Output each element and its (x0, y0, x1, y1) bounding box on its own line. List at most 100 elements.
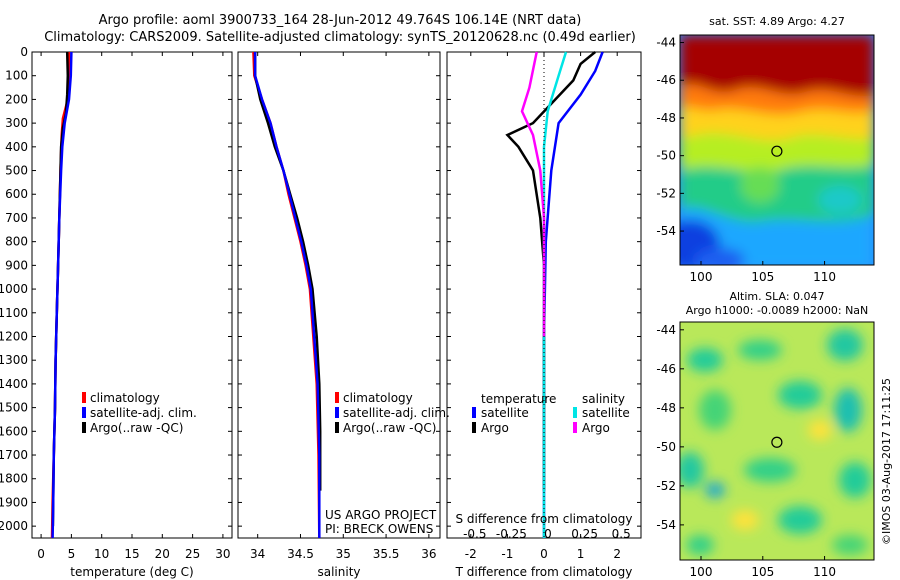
legend-label: satellite-adj. clim. (90, 406, 197, 420)
y-tick-label: 1500 (0, 401, 28, 415)
map-x-tick-label: 110 (813, 565, 836, 579)
profile-panel-frame-1 (31, 51, 233, 539)
map-y-tick-label: -54 (656, 518, 676, 532)
y-tick-label: 1600 (0, 424, 28, 438)
legend-label: Argo(..raw -QC) (90, 421, 183, 435)
sla-map-subtitle: Argo h1000: -0.0089 h2000: NaN (686, 304, 869, 317)
map-y-tick-label: -46 (656, 73, 676, 87)
legend-swatch (82, 407, 86, 418)
project-annotation: PI: BRECK OWENS (325, 522, 433, 536)
x-tick-label: 35 (336, 547, 351, 561)
map-y-tick-label: -48 (656, 111, 676, 125)
x-tick-label: 25 (185, 547, 200, 561)
x-tick-label: 15 (124, 547, 139, 561)
y-tick-label: 1000 (0, 282, 28, 296)
map-y-tick-label: -48 (656, 401, 676, 415)
x-tick-label: 5 (68, 547, 76, 561)
sla-map-title: Altim. SLA: 0.047 (729, 290, 824, 303)
legend-swatch (82, 422, 86, 433)
legend-label: satellite-adj. clim. (343, 406, 450, 420)
map-x-tick-label: 100 (690, 270, 713, 284)
x-tick-label: 1 (577, 547, 585, 561)
x-tick-label: 34.5 (287, 547, 314, 561)
map-y-tick-label: -46 (656, 362, 676, 376)
series-line-argo-raw-qc- (253, 52, 322, 491)
y-tick-label: 1800 (0, 472, 28, 486)
x-tick-label: 35.5 (373, 547, 400, 561)
y-tick-label: 1300 (0, 353, 28, 367)
plot-title-line2: Climatology: CARS2009. Satellite-adjuste… (44, 30, 636, 45)
map-x-tick-label: 100 (690, 565, 713, 579)
x-tick-label: 36 (421, 547, 436, 561)
legend-swatch (335, 407, 339, 418)
x-axis-label: T difference from climatology (455, 565, 633, 579)
y-tick-label: 2000 (0, 519, 28, 533)
legend-swatch (573, 422, 577, 433)
sst-map-frame (679, 34, 875, 266)
x-axis-label: temperature (deg C) (70, 565, 193, 579)
legend-swatch (335, 392, 339, 403)
legend-title-salinity: salinity (582, 392, 625, 406)
plot-title-line1: Argo profile: aoml 3900733_164 28-Jun-20… (98, 13, 582, 28)
sla-map (680, 322, 874, 560)
series-line-satellite-adj-clim- (51, 51, 73, 539)
legend-swatch (573, 407, 577, 418)
s-diff-tick-label: 0.25 (571, 527, 598, 541)
y-tick-label: 700 (5, 211, 28, 225)
legend-label: satellite (481, 406, 529, 420)
y-tick-label: 1400 (0, 377, 28, 391)
y-tick-label: 900 (5, 258, 28, 272)
legend-label: Argo(..raw -QC) (343, 421, 436, 435)
s-diff-tick-label: -0.25 (496, 527, 527, 541)
x-tick-label: -1 (501, 547, 513, 561)
legend-swatch (82, 392, 86, 403)
x-axis-label: salinity (317, 565, 360, 579)
argo-float-location-marker (771, 145, 783, 157)
map-y-tick-label: -52 (656, 479, 676, 493)
y-tick-label: 1100 (0, 306, 28, 320)
y-tick-label: 400 (5, 140, 28, 154)
map-x-tick-label: 110 (813, 270, 836, 284)
s-diff-tick-label: 0 (544, 527, 552, 541)
legend-label: climatology (90, 391, 160, 405)
y-tick-label: 600 (5, 187, 28, 201)
series-line-salinity-argo (520, 51, 546, 337)
legend-label: climatology (343, 391, 413, 405)
y-tick-label: 200 (5, 92, 28, 106)
x-tick-label: -2 (465, 547, 477, 561)
map-y-tick-label: -52 (656, 186, 676, 200)
map-y-tick-label: -50 (656, 149, 676, 163)
y-tick-label: 1900 (0, 495, 28, 509)
legend-swatch (472, 422, 476, 433)
x-tick-label: 2 (613, 547, 621, 561)
legend-label: satellite (582, 406, 630, 420)
sst-map (680, 35, 874, 265)
y-tick-label: 800 (5, 235, 28, 249)
map-x-tick-label: 105 (751, 270, 774, 284)
x-tick-label: 0 (37, 547, 45, 561)
map-y-tick-label: -44 (656, 323, 676, 337)
x-tick-label: 0 (540, 547, 548, 561)
s-diff-tick-label: -0.5 (463, 527, 486, 541)
map-y-tick-label: -44 (656, 36, 676, 50)
y-tick-label: 1700 (0, 448, 28, 462)
legend-label: Argo (481, 421, 509, 435)
s-diff-tick-label: 0.5 (612, 527, 631, 541)
map-x-tick-label: 105 (751, 565, 774, 579)
series-line-satellite-adj-clim- (253, 52, 321, 538)
y-tick-label: 100 (5, 69, 28, 83)
legend-swatch (472, 407, 476, 418)
x-tick-label: 20 (155, 547, 170, 561)
argo-float-location-marker (771, 436, 783, 448)
x-tick-label: 10 (94, 547, 109, 561)
project-annotation: US ARGO PROJECT (325, 508, 437, 522)
s-diff-axis-label: S difference from climatology (456, 512, 633, 526)
legend-title-temperature: temperature (481, 392, 556, 406)
y-tick-label: 1200 (0, 329, 28, 343)
map-y-tick-label: -54 (656, 224, 676, 238)
map-y-tick-label: -50 (656, 440, 676, 454)
sla-map-frame (679, 321, 875, 561)
legend-swatch (335, 422, 339, 433)
legend-label: Argo (582, 421, 610, 435)
